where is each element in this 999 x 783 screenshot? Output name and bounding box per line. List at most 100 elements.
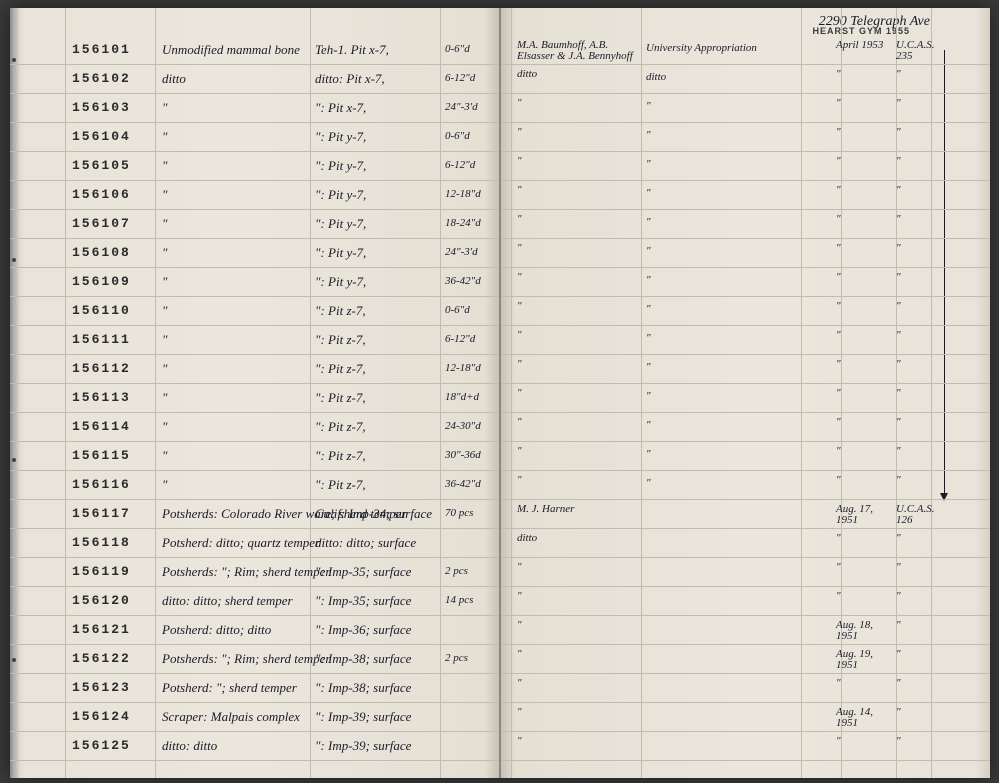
depth-cell: 0-6"d bbox=[445, 304, 470, 316]
reference-cell: " bbox=[896, 620, 901, 631]
depth-cell: 6-12"d bbox=[445, 72, 475, 84]
location-cell: Calif: Imp-34; surface bbox=[315, 506, 432, 522]
reference-cell: U.C.A.S. 235 bbox=[896, 40, 936, 62]
fund-cell: " bbox=[646, 187, 651, 199]
fund-cell: " bbox=[646, 448, 651, 460]
date-cell: " bbox=[836, 562, 841, 573]
catalog-number: 156121 bbox=[72, 622, 131, 637]
collector-cell: " bbox=[517, 446, 522, 457]
date-cell: " bbox=[836, 185, 841, 196]
catalog-number: 156107 bbox=[72, 216, 131, 231]
collector-cell: " bbox=[517, 359, 522, 370]
collector-cell: " bbox=[517, 272, 522, 283]
description-cell: Scraper: Malpais complex bbox=[162, 709, 300, 725]
fund-cell: " bbox=[646, 303, 651, 315]
reference-cell: " bbox=[896, 533, 901, 544]
collector-cell: M. J. Harner bbox=[517, 504, 574, 515]
ledger-row: """" bbox=[501, 94, 990, 123]
description-cell: " bbox=[162, 100, 167, 116]
depth-cell: 6-12"d bbox=[445, 333, 475, 345]
collector-cell: ditto bbox=[517, 69, 537, 80]
depth-cell: 12-18"d bbox=[445, 188, 481, 200]
ledger-row: "Aug. 14, 1951" bbox=[501, 703, 990, 732]
description-cell: " bbox=[162, 448, 167, 464]
ledger-row: " Aug. 19, 1951 " bbox=[501, 645, 990, 674]
ledger-row: """" bbox=[501, 471, 990, 500]
catalog-number: 156120 bbox=[72, 593, 131, 608]
ledger-row: """" bbox=[501, 413, 990, 442]
catalog-number: 156103 bbox=[72, 100, 131, 115]
collector-cell: " bbox=[517, 330, 522, 341]
description-cell: Potsherd: "; sherd temper bbox=[162, 680, 297, 696]
date-cell: " bbox=[836, 446, 841, 457]
reference-cell: " bbox=[896, 678, 901, 689]
location-cell: Teh-1. Pit x-7, bbox=[315, 42, 389, 58]
location-cell: ": Imp-38; surface bbox=[315, 680, 411, 696]
right-page: 2290 Telegraph Ave HEARST GYM 1955 M.A. … bbox=[501, 8, 990, 778]
location-cell: ": Pit y-7, bbox=[315, 129, 366, 145]
date-cell: " bbox=[836, 156, 841, 167]
collector-cell: " bbox=[517, 98, 522, 109]
catalog-number: 156115 bbox=[72, 448, 131, 463]
location-cell: ditto: Pit x-7, bbox=[315, 71, 385, 87]
reference-cell: " bbox=[896, 388, 901, 399]
depth-cell: 24-30"d bbox=[445, 420, 481, 432]
depth-cell: 6-12"d bbox=[445, 159, 475, 171]
ledger-row: 156125ditto: ditto": Imp-39; surface bbox=[10, 732, 499, 761]
location-cell: ": Imp-35; surface bbox=[315, 593, 411, 609]
ledger-row: 156111"": Pit z-7,6-12"d bbox=[10, 326, 499, 355]
catalog-number: 156111 bbox=[72, 332, 131, 347]
depth-cell: 18"d+d bbox=[445, 391, 479, 403]
catalog-number: 156113 bbox=[72, 390, 131, 405]
description-cell: Potsherds: "; Rim; sherd temper bbox=[162, 651, 307, 667]
reference-cell: " bbox=[896, 214, 901, 225]
ledger-row: dittoditto"" bbox=[501, 65, 990, 94]
description-cell: Potsherd: ditto; quartz temper bbox=[162, 535, 307, 551]
catalog-number: 156110 bbox=[72, 303, 131, 318]
location-cell: ": Pit z-7, bbox=[315, 332, 366, 348]
collector-cell: M.A. Baumhoff, A.B. Elsasser & J.A. Benn… bbox=[517, 40, 642, 62]
description-cell: Potsherds: "; Rim; sherd temper bbox=[162, 564, 307, 580]
reference-cell: " bbox=[896, 562, 901, 573]
depth-cell: 70 pcs bbox=[445, 507, 473, 519]
description-cell: Unmodified mammal bone bbox=[162, 42, 300, 58]
collector-cell: " bbox=[517, 649, 522, 660]
ledger-row: M.A. Baumhoff, A.B. Elsasser & J.A. Benn… bbox=[501, 36, 990, 65]
location-cell: ": Pit z-7, bbox=[315, 419, 366, 435]
ledger-row: 156113"": Pit z-7,18"d+d bbox=[10, 384, 499, 413]
date-cell: " bbox=[836, 475, 841, 486]
ledger-row: """" bbox=[501, 326, 990, 355]
catalog-number: 156123 bbox=[72, 680, 131, 695]
catalog-number: 156112 bbox=[72, 361, 131, 376]
location-cell: ": Pit x-7, bbox=[315, 100, 366, 116]
ledger-row: """" bbox=[501, 384, 990, 413]
date-cell: Aug. 19, 1951 bbox=[836, 649, 891, 671]
reference-cell: " bbox=[896, 649, 901, 660]
catalog-number: 156101 bbox=[72, 42, 131, 57]
collector-cell: " bbox=[517, 417, 522, 428]
ledger-row: 156121Potsherd: ditto; ditto": Imp-36; s… bbox=[10, 616, 499, 645]
catalog-number: 156118 bbox=[72, 535, 131, 550]
ledger-row: 156107"": Pit y-7,18-24"d bbox=[10, 210, 499, 239]
depth-cell: 2 pcs bbox=[445, 565, 468, 577]
ledger-row: M. J. HarnerAug. 17, 1951U.C.A.S. 126 bbox=[501, 500, 990, 529]
ledger-row: ditto"" bbox=[501, 529, 990, 558]
fund-cell: " bbox=[646, 390, 651, 402]
ledger-row: """ bbox=[501, 587, 990, 616]
fund-cell: " bbox=[646, 129, 651, 141]
ledger-row: """" bbox=[501, 123, 990, 152]
location-cell: ": Imp-39; surface bbox=[315, 738, 411, 754]
ledger-row: 156110"": Pit z-7,0-6"d bbox=[10, 297, 499, 326]
ledger-row: 156102dittoditto: Pit x-7,6-12"d bbox=[10, 65, 499, 94]
fund-cell: " bbox=[646, 361, 651, 373]
fund-cell: " bbox=[646, 245, 651, 257]
fund-cell: " bbox=[646, 332, 651, 344]
ledger-row: 156118Potsherd: ditto; quartz temperditt… bbox=[10, 529, 499, 558]
depth-cell: 36-42"d bbox=[445, 478, 481, 490]
catalog-number: 156105 bbox=[72, 158, 131, 173]
collector-cell: " bbox=[517, 156, 522, 167]
catalog-number: 156125 bbox=[72, 738, 131, 753]
ledger-row: 156119Potsherds: "; Rim; sherd temper": … bbox=[10, 558, 499, 587]
description-cell: " bbox=[162, 477, 167, 493]
description-cell: " bbox=[162, 361, 167, 377]
